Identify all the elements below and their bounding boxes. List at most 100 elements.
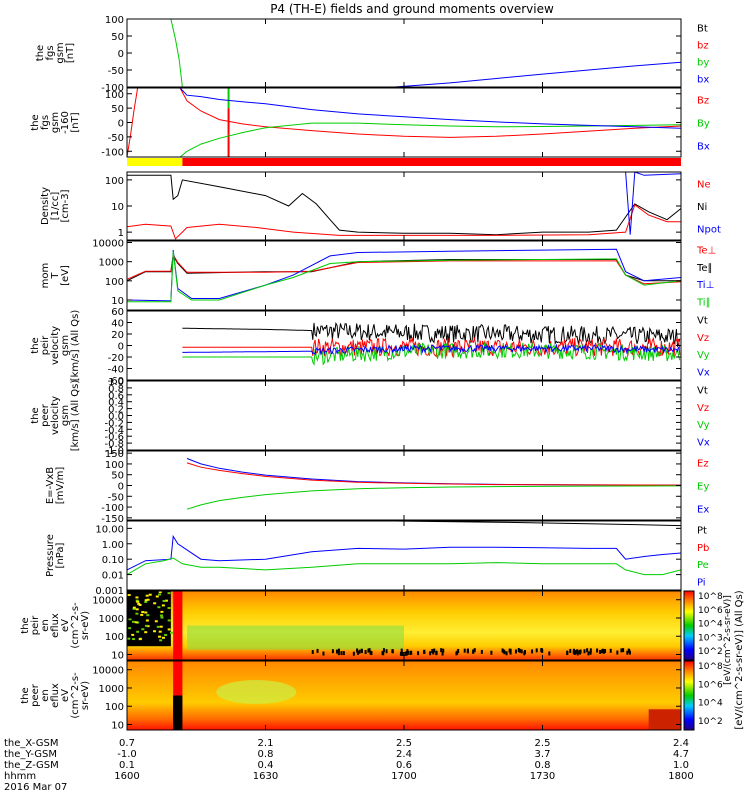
y-tick-label: -100 <box>101 147 124 158</box>
heatmap-cell <box>385 649 388 654</box>
x-row-value: 0.8 <box>535 760 551 771</box>
colorbar-strip <box>683 590 695 661</box>
heatmap-cell <box>146 614 150 617</box>
heatmap-cell <box>153 630 157 633</box>
heatmap-cell <box>368 648 371 653</box>
legend-Ti∥: Ti∥ <box>696 297 711 308</box>
heatmap-cell <box>503 650 506 655</box>
x-row-label: hhmm <box>4 771 36 782</box>
heatmap-cell <box>148 593 152 596</box>
heatmap-cell <box>164 634 168 637</box>
y-tick-label: 1000 <box>99 684 124 695</box>
heatmap-cell <box>131 633 135 636</box>
heatmap-cell <box>509 650 512 655</box>
heatmap-cell <box>399 651 402 656</box>
heatmap-green-band <box>187 625 404 650</box>
series-Ex <box>186 458 681 486</box>
heatmap-cell <box>136 630 140 633</box>
panel-frame <box>126 18 682 88</box>
legend-Te⊥: Te⊥ <box>696 246 716 257</box>
heatmap-cell <box>583 649 586 654</box>
y-axis-label: eV <box>60 689 71 702</box>
heatmap-cell <box>340 651 343 656</box>
heatmap-cell <box>391 649 394 654</box>
series-bx <box>394 61 681 87</box>
y-tick-label: 0.6 <box>108 391 124 402</box>
y-tick-label: 0.001 <box>95 586 124 597</box>
heatmap-cell <box>144 611 148 614</box>
heatmap-cell <box>154 620 158 623</box>
heatmap-cell <box>360 648 363 653</box>
y-tick-label: -50 <box>108 492 124 503</box>
legend-Vy: Vy <box>697 420 710 431</box>
heatmap-cell <box>535 648 538 653</box>
y-tick-label: 100 <box>105 176 124 187</box>
heatmap-cell <box>138 638 142 641</box>
legend-bx: bx <box>697 75 709 86</box>
heatmap-cell <box>440 648 443 653</box>
y-tick-label: -150 <box>101 514 124 525</box>
y-tick-label: -0.2 <box>104 418 124 429</box>
heatmap-cell <box>576 651 579 656</box>
panel-temperature: 10000 1000 100 10 mom T [eV] Te⊥ Te∥ Ti⊥ Ti∥ <box>40 239 716 311</box>
heatmap-cell <box>146 625 150 628</box>
heatmap-cell <box>442 648 445 653</box>
y-tick-label: -100 <box>101 83 124 94</box>
y-axis-label: peer <box>30 683 41 707</box>
heatmap-dark-block <box>173 695 183 730</box>
y-tick-label: 150 <box>105 449 124 460</box>
heatmap-cell <box>136 600 140 603</box>
y-tick-label: 10 <box>111 296 124 307</box>
legend-Pt: Pt <box>697 526 707 537</box>
heatmap-cell <box>505 651 508 656</box>
x-row-value: -1.0 <box>117 749 137 760</box>
y-tick-label: 0.10 <box>102 555 124 566</box>
x-row-value: 2.5 <box>396 738 412 749</box>
heatmap-cell <box>602 649 605 654</box>
heatmap-cell <box>138 603 142 606</box>
x-row-value: 0.6 <box>396 760 412 771</box>
heatmap-cell <box>169 631 173 634</box>
heatmap-cell <box>566 651 569 656</box>
heatmap-cell <box>463 648 466 653</box>
heatmap-cell <box>128 627 132 630</box>
heatmap-cell <box>429 651 432 656</box>
series-Ez <box>186 462 681 486</box>
series-Ne <box>127 204 681 240</box>
legend-Vt: Vt <box>697 386 708 397</box>
y-tick-label: 100 <box>105 15 124 26</box>
y-tick-label: 0.2 <box>108 405 124 416</box>
series-Bz <box>127 88 681 157</box>
panel-fgs-gsm-160: 100 50 0 -50 -100 the fgs gsm -160 [nT] Bz By Bx <box>30 87 710 158</box>
heatmap-cell <box>167 619 171 622</box>
y-axis-label: en <box>40 619 51 632</box>
heatmap-cell <box>144 631 148 634</box>
heatmap-cell <box>128 618 132 621</box>
heatmap-cell <box>160 616 164 619</box>
series-Vt <box>182 321 681 348</box>
heatmap-cell <box>358 649 361 654</box>
heatmap-cell <box>135 612 139 615</box>
heatmap-cell <box>381 650 384 655</box>
y-tick-label: -100 <box>101 503 124 514</box>
legend-Vz: Vz <box>697 403 709 414</box>
heatmap-cell <box>141 611 145 614</box>
y-axis-label: the <box>30 337 41 353</box>
legend-Pi: Pi <box>697 577 706 588</box>
y-tick-label: 50 <box>111 104 124 115</box>
x-row-value: 2.5 <box>535 738 551 749</box>
y-tick-label: 10 <box>111 721 124 732</box>
heatmap-background <box>127 661 681 730</box>
y-axis-label: sr-eV) <box>80 681 91 710</box>
y-tick-label: 0 <box>118 119 124 130</box>
y-tick-label: 60 <box>111 307 124 318</box>
heatmap-cell <box>405 651 408 656</box>
heatmap-cell <box>127 637 131 640</box>
y-axis-label: the <box>30 114 41 130</box>
x-row-value: 3.7 <box>535 749 551 760</box>
colorbar-label-overlap: [eV/(cm^2-s-sr-eV)] <box>723 595 733 685</box>
series-Bx <box>179 88 681 129</box>
y-tick-label: 0 <box>118 482 124 493</box>
heatmap-cell <box>153 602 157 605</box>
